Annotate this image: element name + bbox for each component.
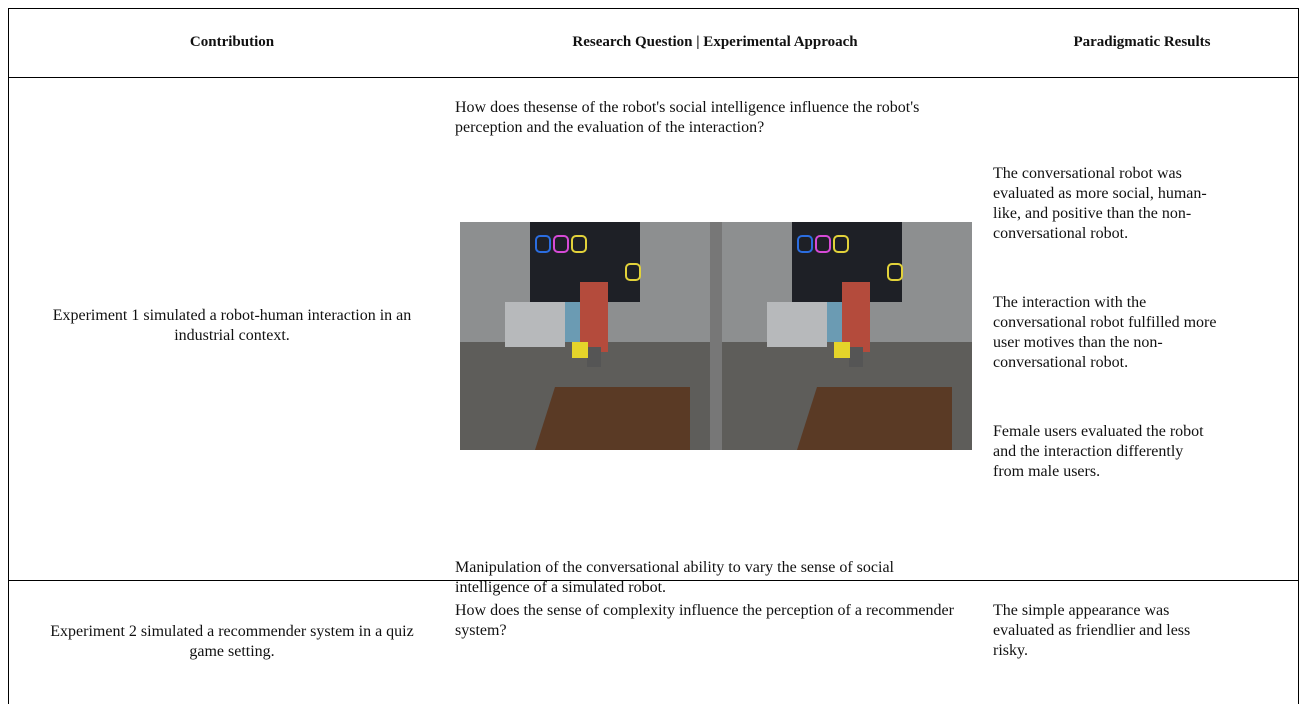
header-cell: Paradigmatic Results [1073,34,1211,50]
result: The conversational robot was evaluated a… [993,165,1207,242]
robot-image [460,222,973,450]
question: How does the sense of complexity influen… [455,602,954,639]
contribution: Experiment 1 simulated a robot-human int… [52,307,412,344]
border [8,580,1299,581]
header-cell: Research Question | Experimental Approac… [572,34,858,50]
result: Female users evaluated the robot and the… [993,423,1204,480]
question: How does thesense of the robot's social … [455,99,920,136]
border [1298,8,1299,704]
header-cell: Contribution [189,34,275,50]
border [8,8,9,704]
result: The interaction with the conversational … [993,294,1217,371]
border [8,77,1299,78]
contribution: Experiment 2 simulated a recommender sys… [50,623,414,660]
border [8,8,1299,9]
result: The simple appearance was evaluated as f… [993,602,1191,659]
approach: Manipulation of the conversational abili… [455,559,894,596]
